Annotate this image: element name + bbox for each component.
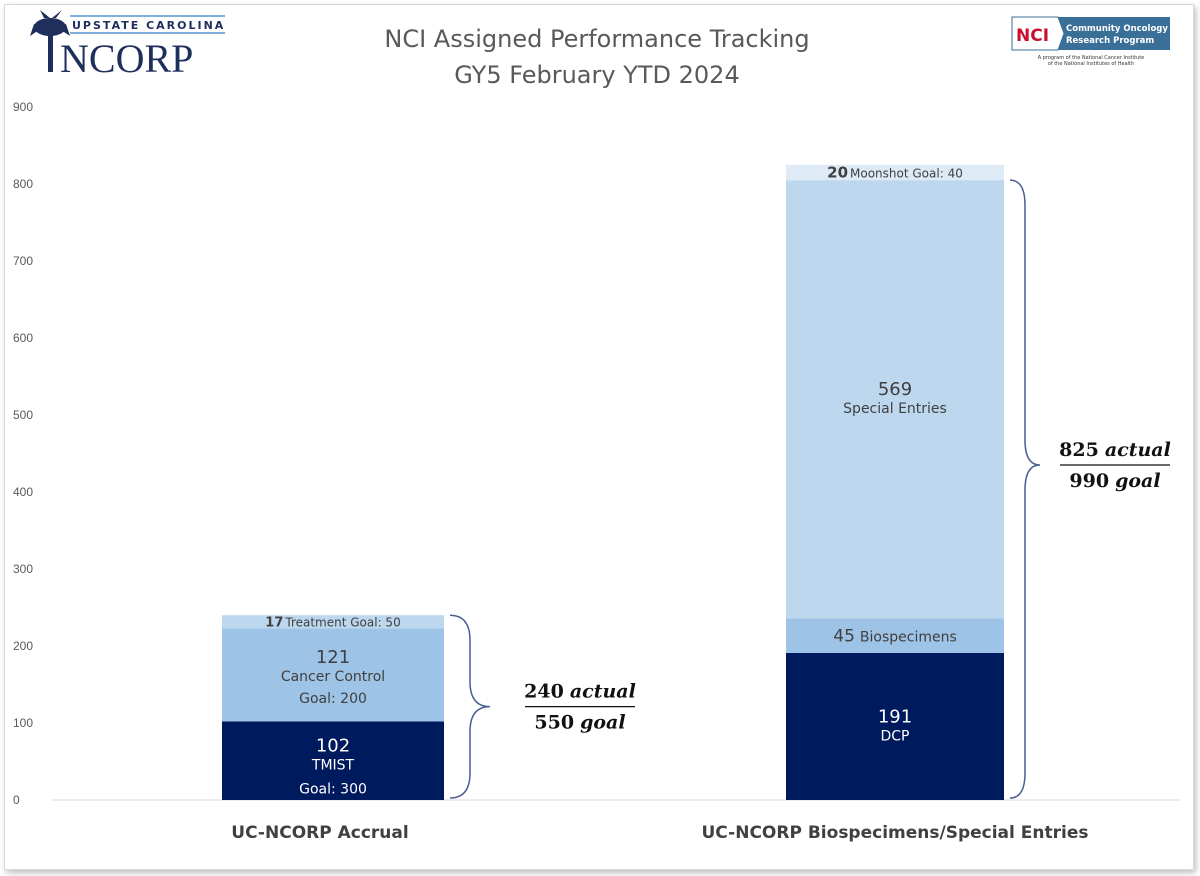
y-tick-label: 0	[13, 793, 20, 807]
segment-label: 20 Moonshot Goal: 40	[827, 163, 963, 181]
segment-label: 45 Biospecimens	[833, 627, 957, 647]
y-tick-label: 600	[13, 331, 33, 345]
x-category-label: UC-NCORP Accrual	[231, 823, 408, 843]
segment-name: TMIST	[311, 757, 355, 773]
goal-word: goal	[580, 712, 626, 734]
actual-goal-fraction: 240 actual 550 goal	[524, 681, 636, 734]
segment-value: 17	[265, 616, 283, 631]
segment-value: 102	[316, 735, 350, 756]
curly-brace	[449, 614, 491, 799]
goal-label: 550 goal	[534, 712, 625, 734]
segment-name: Special Entries	[843, 401, 947, 417]
segment-label: 17 Treatment Goal: 50	[265, 616, 400, 631]
bar-segment	[222, 615, 444, 629]
logo-line1: UPSTATE CAROLINA	[72, 19, 225, 32]
actual-word: actual	[570, 681, 636, 703]
y-tick-label: 900	[13, 100, 33, 114]
segment-name: DCP	[881, 728, 910, 744]
segment-name: Moonshot Goal: 40	[850, 166, 963, 180]
x-category-label: UC-NCORP Biospecimens/Special Entries	[702, 823, 1089, 843]
bar-segment	[786, 180, 1004, 619]
bar-segment	[222, 721, 444, 800]
y-tick-label: 100	[13, 716, 33, 730]
actual-goal-fraction: 825 actual 990 goal	[1059, 439, 1171, 492]
y-axis: 0 100 200 300 400 500 600 700 800 900	[13, 100, 33, 807]
segment-value: 121	[316, 647, 350, 668]
logo-right-sub1: A program of the National Cancer Institu…	[1038, 55, 1145, 61]
logo-right-sub2: of the National Institutes of Health	[1048, 61, 1134, 67]
chart-subtitle: GY5 February YTD 2024	[454, 61, 739, 89]
y-tick-label: 400	[13, 485, 33, 499]
upstate-carolina-ncorp-logo: UPSTATE CAROLINA NCORP	[30, 10, 225, 81]
goal-value: 990	[1069, 470, 1109, 492]
goal-word: goal	[1115, 470, 1161, 492]
actual-value: 240	[524, 681, 564, 703]
chart-title: NCI Assigned Performance Tracking	[384, 25, 809, 53]
segment-value: 20	[827, 163, 848, 181]
segment-value: 45	[833, 627, 855, 647]
nci-badge: NCI	[1016, 26, 1049, 46]
actual-label: 240 actual	[524, 681, 636, 703]
logo-right-line1: Community Oncology	[1066, 24, 1168, 34]
segment-value: 191	[878, 706, 912, 727]
segment-name: Treatment Goal: 50	[284, 616, 400, 630]
segment-value: 569	[878, 379, 912, 400]
nci-community-oncology-logo: NCI Community Oncology Research Program …	[1011, 16, 1170, 67]
goal-label: 990 goal	[1069, 470, 1160, 492]
segment-goal: Goal: 300	[299, 781, 367, 797]
y-tick-label: 300	[13, 562, 33, 576]
actual-value: 825	[1059, 439, 1099, 461]
y-tick-label: 200	[13, 639, 33, 653]
bar-segment	[222, 628, 444, 722]
y-tick-label: 800	[13, 177, 33, 191]
bar-segment	[786, 618, 1004, 653]
curly-brace	[1009, 179, 1041, 799]
goal-value: 550	[534, 712, 574, 734]
actual-word: actual	[1105, 439, 1171, 461]
y-tick-label: 700	[13, 254, 33, 268]
segment-name: Cancer Control	[281, 669, 385, 685]
palmetto-tree-icon	[30, 10, 70, 72]
logo-line2: NCORP	[60, 36, 193, 81]
x-axis: UC-NCORP Accrual UC-NCORP Biospecimens/Sp…	[231, 823, 1088, 843]
bar-segment	[786, 652, 1004, 800]
y-tick-label: 500	[13, 408, 33, 422]
segment-name: Biospecimens	[860, 630, 957, 646]
logo-right-line2: Research Program	[1066, 36, 1154, 46]
actual-label: 825 actual	[1059, 439, 1171, 461]
segment-goal: Goal: 200	[299, 691, 367, 707]
bar-segment	[786, 164, 1004, 181]
